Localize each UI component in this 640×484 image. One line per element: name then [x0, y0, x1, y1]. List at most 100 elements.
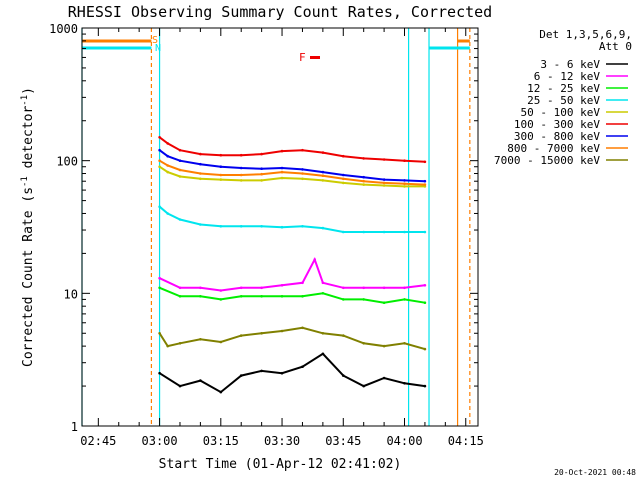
series-1-point-0: [158, 276, 161, 280]
legend-label: 7000 - 15000 keV: [494, 154, 600, 167]
series-1-point-2: [199, 286, 202, 290]
series-2-point-6: [280, 295, 284, 298]
legend-header-line2: Att 0: [599, 40, 632, 53]
series-5-point-9: [321, 151, 325, 154]
series-0-point-2: [199, 379, 202, 382]
series-8-point-13: [403, 342, 406, 345]
series-5-point-6: [260, 152, 263, 156]
y-tick-label: 1000: [49, 22, 78, 36]
series-4-point-8: [301, 177, 304, 181]
series-3-point-5: [239, 225, 243, 228]
series-5-point-13: [403, 159, 406, 162]
series-3-point-9: [321, 226, 325, 230]
series-2-point-10: [362, 298, 366, 301]
series-2-point-5: [260, 295, 263, 298]
series-3-point-2: [178, 218, 182, 221]
legend-label: 25 - 50 keV: [527, 94, 600, 107]
legend-label: 800 - 7000 keV: [507, 142, 600, 155]
series-1-point-8: [313, 258, 317, 261]
series-0-point-12: [403, 382, 406, 385]
series-2-point-1: [178, 295, 182, 298]
series-2-point-4: [239, 295, 243, 298]
series-0-point-0: [158, 371, 161, 375]
series-6-point-9: [321, 170, 325, 174]
series-6-point-13: [403, 179, 406, 182]
series-6-point-0: [158, 148, 161, 152]
series-6-point-14: [423, 179, 427, 183]
series-6-point-5: [239, 166, 243, 170]
chart-title: RHESSI Observing Summary Count Rates, Co…: [68, 3, 492, 21]
x-tick-label: 03:45: [325, 434, 361, 448]
series-1-point-11: [362, 286, 366, 290]
series-3-point-4: [219, 225, 223, 228]
series-1-point-13: [403, 286, 406, 290]
series-3-point-11: [362, 230, 366, 234]
series-8-point-4: [219, 340, 223, 344]
series-4-point-11: [362, 183, 366, 186]
x-tick-label: 03:00: [142, 434, 178, 448]
series-8-point-6: [260, 332, 263, 335]
series-7-point-14: [423, 183, 427, 186]
series-1-point-10: [342, 286, 345, 290]
series-1-point-4: [239, 286, 243, 290]
x-axis-label: Start Time (01-Apr-12 02:41:02): [159, 457, 402, 472]
legend-label: 12 - 25 keV: [527, 82, 600, 95]
series-1-point-14: [423, 284, 427, 287]
y-axis-label-mid: detector: [21, 106, 36, 177]
series-1-point-1: [178, 286, 182, 290]
series-2-point-8: [321, 292, 325, 295]
series-3-point-7: [280, 225, 284, 229]
series-6-point-10: [342, 173, 345, 177]
series-6-point-11: [362, 175, 366, 179]
series-2-point-9: [342, 298, 345, 301]
series-2-point-3: [219, 298, 223, 301]
series-0-point-13: [423, 384, 427, 388]
series-6-point-4: [219, 165, 223, 168]
series-5-point-2: [178, 148, 182, 152]
y-tick-label: 10: [64, 287, 78, 301]
series-4-point-5: [239, 179, 243, 182]
series-8-point-11: [362, 342, 366, 345]
series-7-point-5: [239, 173, 243, 177]
x-tick-label: 04:15: [448, 434, 484, 448]
series-5-point-7: [280, 149, 284, 153]
series-0-point-11: [382, 376, 386, 380]
series-5-point-4: [219, 153, 223, 157]
y-axis-label: Corrected Count Rate (s-1 detector-1): [20, 87, 36, 367]
y-axis-label-exp1: -1: [20, 176, 30, 187]
series-8-point-9: [321, 332, 325, 335]
marker-f-bar: [310, 56, 320, 59]
series-2-point-13: [423, 301, 427, 305]
series-5-point-3: [199, 152, 202, 156]
series-8-point-1: [166, 344, 169, 348]
series-2-point-2: [199, 295, 202, 298]
y-axis: 1 10 100 1000: [49, 22, 478, 434]
series-0-point-6: [280, 371, 284, 375]
series-6-point-6: [260, 167, 263, 170]
y-axis-label-exp2: -1: [20, 95, 30, 106]
series-5-point-12: [382, 158, 386, 161]
marker-s: S: [152, 35, 158, 46]
series-0-point-5: [260, 369, 263, 373]
series-5-point-10: [342, 154, 345, 158]
legend-label: 100 - 300 keV: [514, 118, 600, 131]
marker-n: N: [155, 43, 161, 54]
series-7-point-9: [321, 174, 325, 177]
series-line-1: [159, 256, 426, 292]
plot-area: [81, 28, 471, 426]
series-6-point-1: [166, 154, 169, 158]
series-6-point-12: [382, 178, 386, 181]
series-8-point-8: [301, 326, 304, 330]
series-line-5: [158, 136, 425, 163]
series-3-point-8: [301, 225, 304, 228]
series-1-point-9: [321, 281, 325, 285]
series-8-point-2: [178, 342, 182, 345]
series-4-point-7: [280, 176, 284, 180]
series-1-point-7: [301, 281, 304, 285]
legend-label: 6 - 12 keV: [534, 70, 601, 83]
series-5-point-5: [239, 153, 243, 157]
series-2-point-11: [382, 301, 386, 305]
series-8-point-10: [342, 334, 345, 337]
x-axis: 02:45 03:00 03:15 03:30 03:45 04:00 04:15: [80, 28, 484, 448]
